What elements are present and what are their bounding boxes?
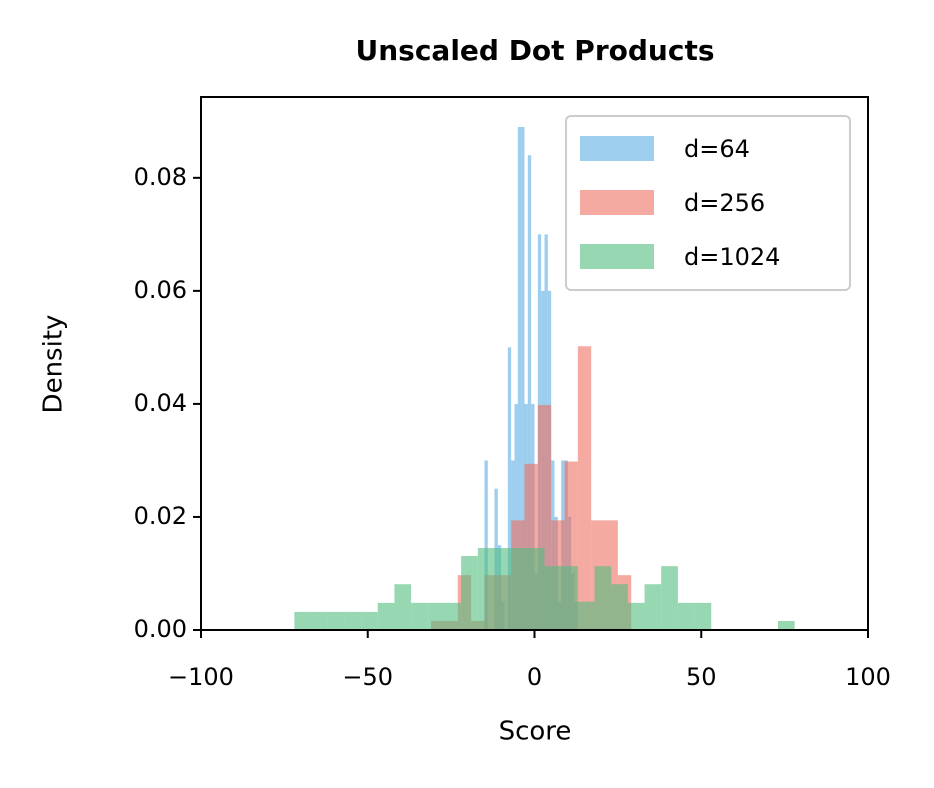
histogram-bar [311,611,328,630]
histogram-bar [444,602,462,630]
histogram-bar [577,601,595,630]
y-tick-label: 0.04 [134,389,187,417]
histogram-bar [344,611,362,630]
histogram-bar [394,584,412,630]
legend-label: d=256 [684,189,765,217]
x-tick-label: 100 [845,663,891,691]
y-tick-label: 0.08 [134,163,187,191]
histogram-bar [477,548,495,630]
histogram-bar [694,602,712,630]
histogram-bar [327,611,345,630]
histogram-bar [611,584,628,630]
x-tick-label: −50 [342,663,393,691]
histogram-bar [461,555,478,630]
histogram-bar [627,602,645,630]
histogram-bar [361,611,378,630]
y-tick-label: 0.02 [134,502,187,530]
legend-label: d=1024 [684,243,780,271]
x-tick-label: −100 [168,663,234,691]
histogram-bar [427,602,445,630]
histogram-bar [507,347,512,630]
legend-swatch [580,244,654,269]
y-axis-label: Density [39,315,69,414]
y-tick-label: 0.00 [134,615,187,643]
histogram-bar [514,403,518,630]
histogram-bar [484,460,488,630]
histogram-bar [527,548,545,630]
histogram-bar [411,602,428,630]
legend-swatch [580,190,654,215]
histogram-bar [777,620,795,630]
histogram-bar [594,566,612,630]
legend-label: d=64 [684,135,750,163]
histogram-bar [544,566,562,630]
histogram-bar [511,548,528,630]
chart-title: Unscaled Dot Products [355,34,714,67]
histogram-bar [677,602,695,630]
x-tick-label: 50 [686,663,717,691]
histogram-bar [494,548,512,630]
histogram-bar [377,602,395,630]
x-tick-label: 0 [527,663,542,691]
y-tick-label: 0.06 [134,276,187,304]
histogram-bar [527,155,532,630]
histogram-bar [521,126,525,631]
x-axis-label: Score [499,717,572,747]
histogram-bar [294,611,312,630]
histogram-bar [661,566,678,630]
histogram-bar [644,584,662,630]
histogram-bar [561,566,578,630]
legend-swatch [580,136,654,161]
histogram-bar [577,346,592,630]
histogram-bar [517,126,522,631]
